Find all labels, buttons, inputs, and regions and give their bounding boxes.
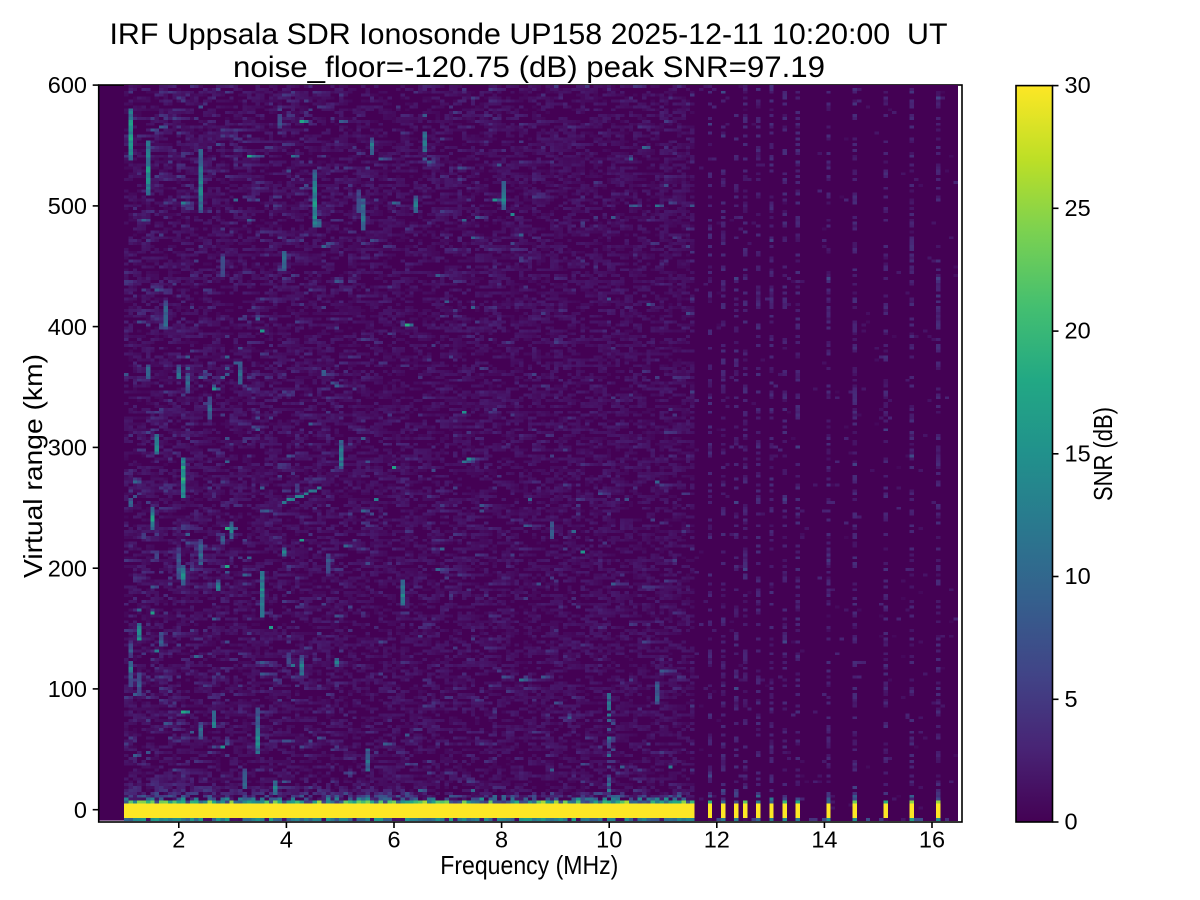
svg-text:12: 12: [704, 827, 730, 853]
svg-text:200: 200: [48, 555, 87, 581]
svg-text:300: 300: [48, 435, 87, 461]
svg-text:16: 16: [919, 827, 945, 853]
svg-text:30: 30: [1065, 72, 1091, 98]
svg-text:0: 0: [74, 797, 87, 823]
svg-text:15: 15: [1065, 440, 1091, 466]
svg-text:25: 25: [1065, 195, 1091, 221]
svg-text:0: 0: [1065, 809, 1078, 835]
svg-text:Frequency (MHz): Frequency (MHz): [440, 850, 618, 880]
svg-text:noise_floor=-120.75 (dB) peak: noise_floor=-120.75 (dB) peak SNR=97.19: [233, 51, 825, 84]
svg-text:600: 600: [48, 72, 87, 98]
svg-text:8: 8: [495, 827, 508, 853]
svg-text:500: 500: [48, 193, 87, 219]
svg-text:14: 14: [811, 827, 837, 853]
svg-text:10: 10: [596, 827, 622, 853]
svg-text:100: 100: [48, 676, 87, 702]
svg-text:10: 10: [1065, 563, 1091, 589]
svg-text:400: 400: [48, 314, 87, 340]
svg-text:2: 2: [172, 827, 185, 853]
svg-text:Virtual range (km): Virtual range (km): [18, 354, 48, 578]
svg-text:20: 20: [1065, 318, 1091, 344]
svg-text:IRF Uppsala SDR Ionosonde UP15: IRF Uppsala SDR Ionosonde UP158 2025-12-…: [110, 18, 948, 51]
svg-text:6: 6: [387, 827, 400, 853]
svg-text:SNR (dB): SNR (dB): [1088, 407, 1118, 501]
svg-text:4: 4: [280, 827, 293, 853]
svg-text:5: 5: [1065, 686, 1078, 712]
